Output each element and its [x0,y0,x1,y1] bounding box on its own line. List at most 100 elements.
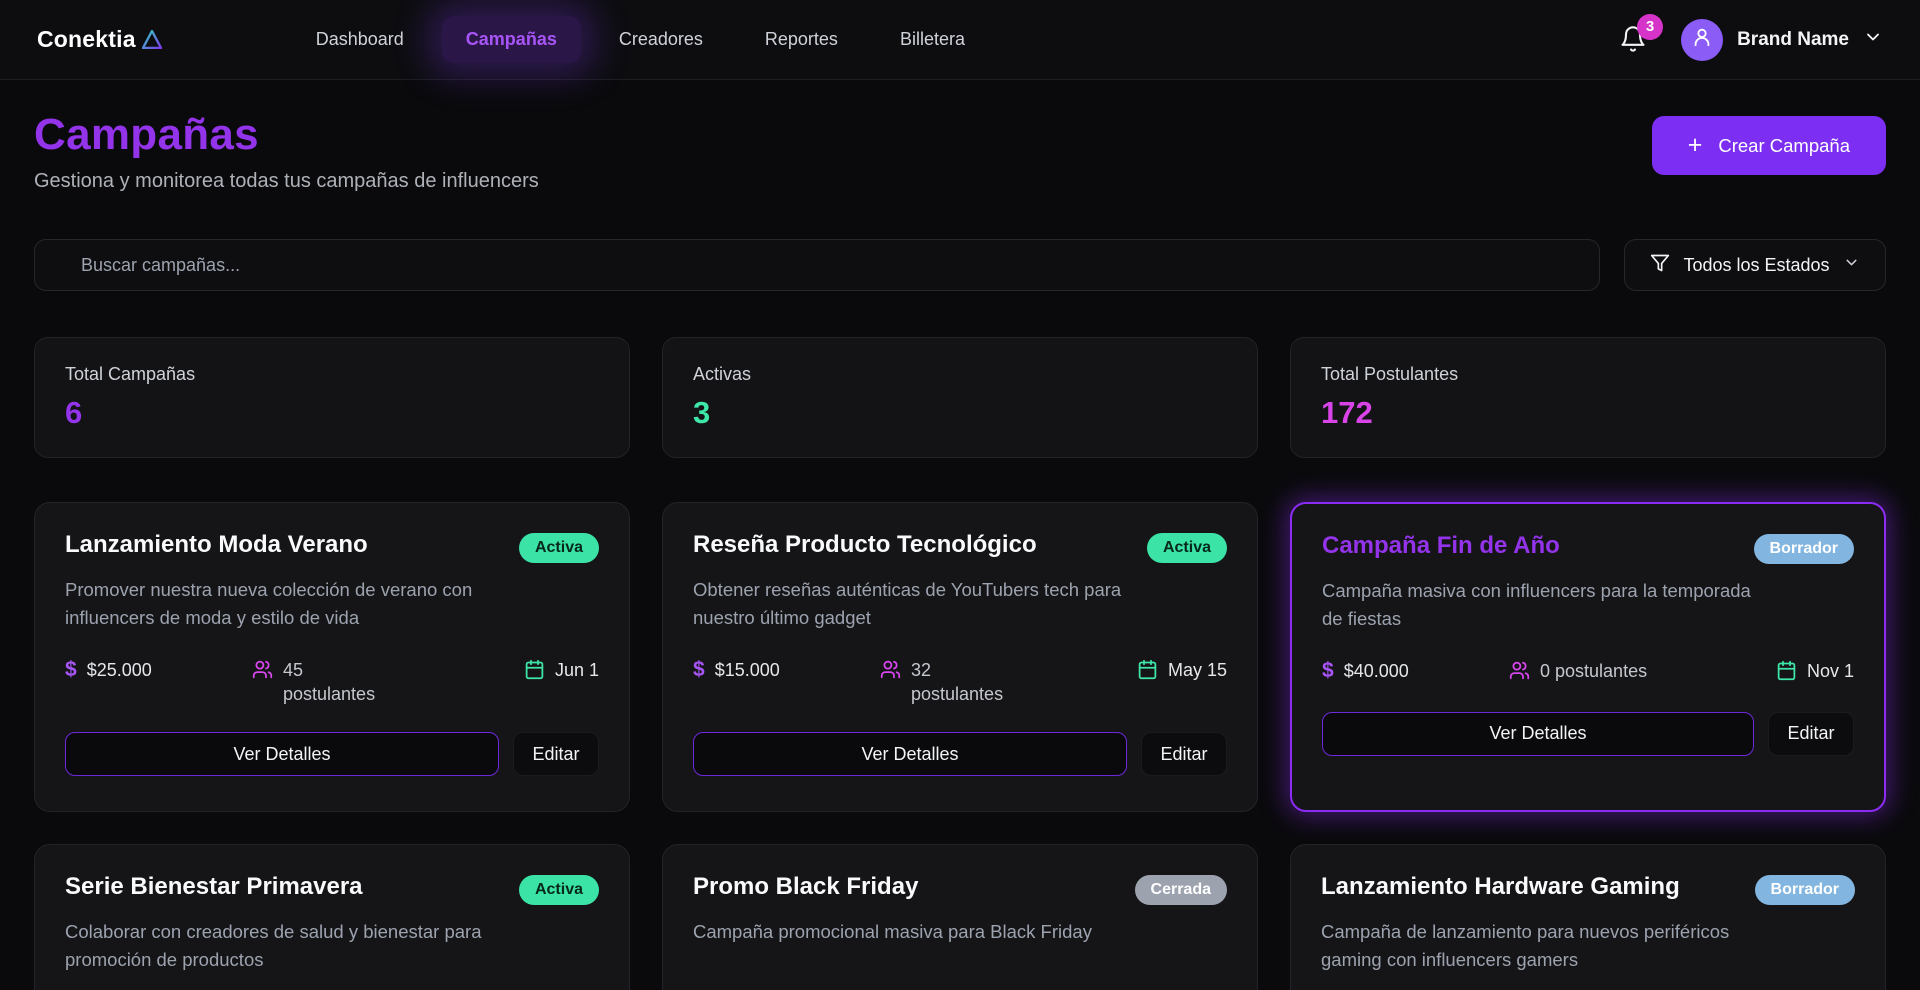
view-details-button[interactable]: Ver Detalles [65,732,499,777]
status-filter-label: Todos los Estados [1683,254,1830,275]
applicants-value: 45 postulantes [283,659,376,704]
status-badge: Activa [518,533,599,563]
chevron-down-icon [1843,254,1860,276]
nav-item-reportes[interactable]: Reportes [741,16,862,63]
brand-logo-text: Conektia [37,26,136,52]
date-value: Jun 1 [554,659,599,680]
campaign-description: Obtener reseñas auténticas de YouTubers … [693,579,1122,628]
status-badge: Activa [1146,533,1227,563]
applicants-value: 0 postulantes [1540,660,1648,681]
campaign-description: Campaña promocional masiva para Black Fr… [693,921,1092,942]
applicants-meta: 45 postulantes [252,658,524,707]
campaign-title: Lanzamiento Hardware Gaming [1321,873,1680,900]
user-icon [1691,26,1713,53]
nav-links: Dashboard Campañas Creadores Reportes Bi… [292,16,989,63]
nav-item-campanas[interactable]: Campañas [441,16,581,63]
brand-logo[interactable]: Conektia [37,26,162,53]
dollar-icon: $ [1322,658,1334,682]
brand-logo-triangle-icon [141,30,162,49]
edit-button[interactable]: Editar [1141,732,1227,777]
status-filter-dropdown[interactable]: Todos los Estados [1624,239,1886,291]
campaigns-grid: Lanzamiento Moda Verano Activa Promover … [34,502,1886,990]
date-value: May 15 [1167,659,1227,680]
campaign-description: Colaborar con creadores de salud y biene… [65,921,482,970]
status-badge: Borrador [1754,875,1855,905]
calendar-icon [1776,660,1797,686]
campaign-description: Campaña masiva con influencers para la t… [1322,580,1751,629]
budget-meta: $ $15.000 [693,658,880,681]
stat-value: 172 [1321,395,1373,430]
status-badge: Activa [518,875,599,905]
filter-funnel-icon [1650,253,1670,278]
stat-value: 3 [693,395,711,430]
campaign-description: Campaña de lanzamiento para nuevos perif… [1321,921,1730,970]
stat-label: Total Campañas [65,364,196,384]
campaign-title: Serie Bienestar Primavera [65,873,363,900]
campaign-meta: $ $40.000 0 postulantes [1322,659,1854,686]
campaign-card: Lanzamiento Moda Verano Activa Promover … [34,502,630,812]
users-icon [252,659,273,685]
campaign-meta: $ $25.000 45 postulantes [65,658,599,707]
date-meta: Nov 1 [1776,659,1854,686]
view-details-button[interactable]: Ver Detalles [1322,711,1754,756]
date-meta: May 15 [1137,658,1227,685]
campaign-title: Lanzamiento Moda Verano [65,531,368,558]
stat-card-total-applicants: Total Postulantes 172 [1290,337,1886,458]
page-title: Campañas [34,110,259,159]
campaign-card: Promo Black Friday Cerrada Campaña promo… [662,844,1258,990]
applicants-meta: 32 postulantes [880,658,1137,707]
nav-item-dashboard[interactable]: Dashboard [292,16,428,63]
notifications-button[interactable]: 3 [1619,13,1664,58]
status-badge: Borrador [1753,534,1854,564]
users-icon [880,659,901,685]
account-menu[interactable]: Brand Name [1681,18,1883,61]
create-campaign-label: Crear Campaña [1718,134,1850,156]
stats-row: Total Campañas 6 Activas 3 Total Postula… [34,337,1886,458]
calendar-icon [1137,659,1158,685]
main-content: Campañas Gestiona y monitorea todas tus … [0,110,1920,990]
edit-button[interactable]: Editar [513,732,599,777]
page-subtitle: Gestiona y monitorea todas tus campañas … [34,170,539,192]
budget-value: $40.000 [1343,660,1409,681]
search-input[interactable] [34,239,1600,291]
stat-card-active: Activas 3 [662,337,1258,458]
nav-item-billetera[interactable]: Billetera [876,16,989,63]
campaign-title: Reseña Producto Tecnológico [693,531,1037,558]
campaign-title: Campaña Fin de Año [1322,532,1560,559]
dollar-icon: $ [693,657,705,681]
create-campaign-button[interactable]: + Crear Campaña [1651,116,1886,175]
campaign-card: Serie Bienestar Primavera Activa Colabor… [34,844,630,990]
stat-card-total-campaigns: Total Campañas 6 [34,337,630,458]
stat-label: Total Postulantes [1321,364,1459,384]
campaign-meta: $ $15.000 32 postulantes [693,658,1227,707]
page-header: Campañas Gestiona y monitorea todas tus … [34,110,1886,193]
dollar-icon: $ [65,657,77,681]
campaign-title: Promo Black Friday [693,873,919,900]
status-badge: Cerrada [1134,875,1227,905]
avatar [1681,18,1724,61]
edit-button[interactable]: Editar [1768,711,1854,756]
nav-item-creadores[interactable]: Creadores [595,16,727,63]
applicants-meta: 0 postulantes [1509,659,1776,686]
notification-count-badge: 3 [1637,13,1664,40]
calendar-icon [524,659,545,685]
campaign-card: Reseña Producto Tecnológico Activa Obten… [662,502,1258,812]
view-details-button[interactable]: Ver Detalles [693,732,1127,777]
nav-right: 3 Brand Name [1619,13,1883,61]
applicants-value: 32 postulantes [911,659,1004,704]
bell-icon [1619,25,1647,58]
users-icon [1509,660,1530,686]
budget-value: $25.000 [86,659,152,680]
stat-label: Activas [693,364,752,384]
campaign-description: Promover nuestra nueva colección de vera… [65,579,473,628]
budget-meta: $ $40.000 [1322,659,1509,682]
budget-meta: $ $25.000 [65,658,252,681]
date-value: Nov 1 [1806,660,1854,681]
date-meta: Jun 1 [524,658,599,685]
campaign-card: Lanzamiento Hardware Gaming Borrador Cam… [1290,844,1886,990]
account-name: Brand Name [1737,28,1849,50]
stat-value: 6 [65,395,83,430]
toolbar: Todos los Estados [34,239,1886,291]
top-navigation: Conektia Dashboard Campañas Creadores Re… [0,0,1920,80]
chevron-down-icon [1863,27,1883,52]
